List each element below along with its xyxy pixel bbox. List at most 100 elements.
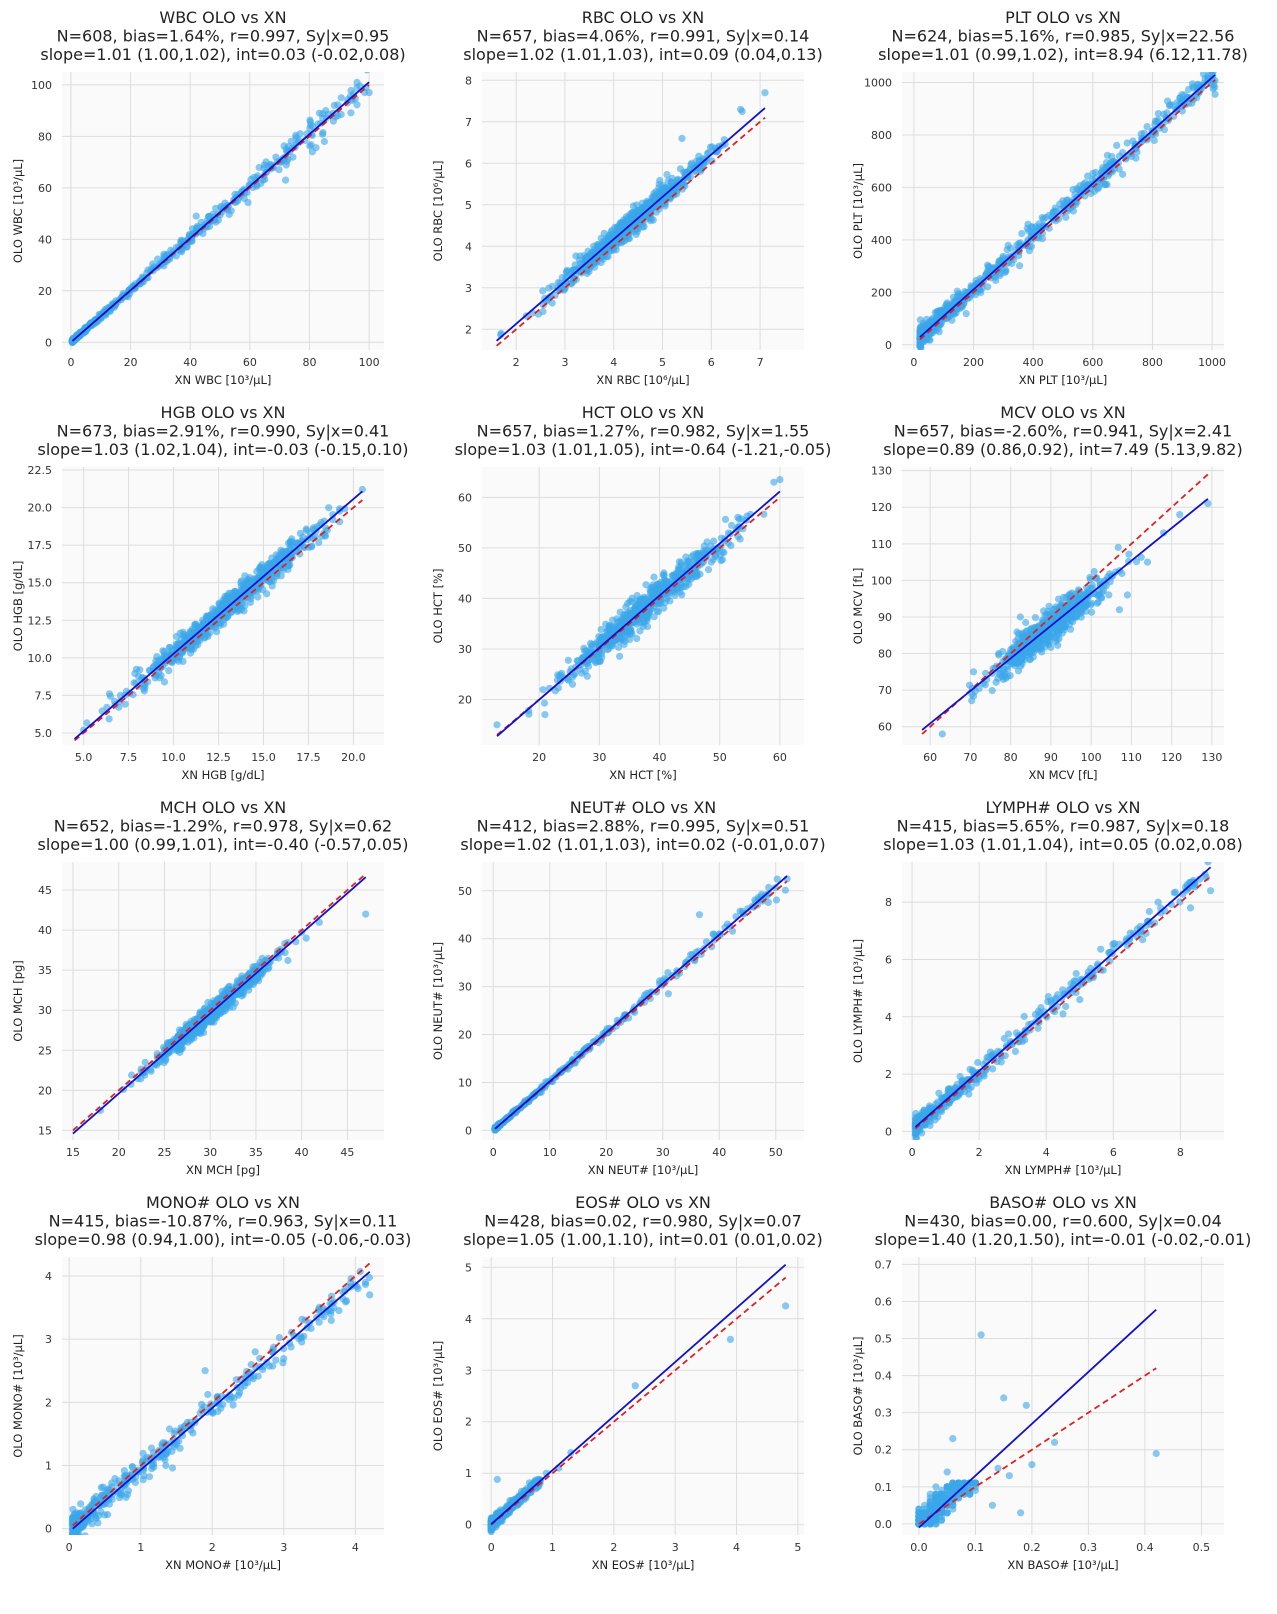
- data-point: [962, 310, 970, 318]
- data-point: [1176, 511, 1184, 519]
- x-axis-label: XN PLT [10³/μL]: [1019, 373, 1107, 387]
- y-tick-label: 20: [458, 694, 472, 707]
- y-tick-label: 100: [31, 79, 52, 92]
- data-point: [1119, 170, 1127, 178]
- data-point: [1204, 500, 1212, 508]
- data-point: [1014, 634, 1022, 642]
- y-tick-label: 7: [465, 116, 472, 129]
- data-point: [619, 614, 627, 622]
- data-point: [1168, 101, 1176, 109]
- data-point: [636, 627, 644, 635]
- regression-line: [496, 107, 766, 342]
- chart-title-line-3: slope=1.01 (0.99,1.02), int=8.94 (6.12,1…: [878, 45, 1248, 64]
- y-tick-label: 22.5: [28, 464, 53, 477]
- x-axis-label: XN WBC [10³/μL]: [175, 373, 272, 387]
- data-point: [642, 581, 650, 589]
- data-point: [353, 78, 361, 86]
- data-point: [106, 692, 115, 700]
- data-point: [539, 307, 547, 316]
- data-point: [170, 1043, 178, 1051]
- y-tick-label: 70: [878, 684, 892, 697]
- y-tick-label: 600: [871, 181, 892, 194]
- x-tick-label: 60: [923, 751, 937, 764]
- data-point: [254, 593, 262, 601]
- data-point: [1152, 130, 1160, 138]
- data-point: [105, 715, 113, 723]
- y-tick-label: 0: [885, 339, 892, 352]
- data-point: [683, 579, 691, 587]
- data-point: [629, 225, 637, 233]
- points-layer: [491, 875, 791, 1134]
- data-point: [995, 670, 1003, 678]
- x-tick-label: 60: [243, 356, 257, 369]
- data-point: [1160, 110, 1168, 118]
- scatter-panel-7: MCH OLO vs XNN=652, bias=-1.29%, r=0.978…: [11, 798, 409, 1177]
- data-point: [1164, 97, 1172, 105]
- data-point: [172, 632, 180, 641]
- y-tick-label: 25: [38, 1044, 52, 1057]
- data-point: [772, 896, 781, 904]
- y-tick-label: 17.5: [28, 539, 53, 552]
- data-point: [160, 1059, 168, 1067]
- data-point: [583, 256, 592, 264]
- data-point: [1016, 262, 1024, 270]
- y-tick-label: 20: [458, 1029, 472, 1042]
- x-tick-label: 70: [963, 751, 977, 764]
- data-point: [1178, 107, 1186, 115]
- data-point: [938, 730, 946, 738]
- y-tick-label: 5.0: [35, 727, 53, 740]
- data-point: [721, 537, 729, 545]
- data-point: [165, 667, 173, 675]
- data-point: [157, 672, 165, 680]
- data-point: [1035, 234, 1043, 242]
- data-point: [201, 1019, 209, 1027]
- data-point: [676, 165, 684, 173]
- data-point: [1069, 186, 1077, 194]
- data-point: [591, 640, 599, 648]
- x-axis-label: XN RBC [10⁶/μL]: [596, 373, 689, 387]
- y-tick-label: 40: [458, 592, 472, 605]
- y-axis-label: OLO HGB [g/dL]: [11, 561, 25, 652]
- data-point: [564, 656, 572, 664]
- data-point: [609, 639, 617, 647]
- data-point: [616, 608, 624, 616]
- data-point: [1114, 543, 1122, 551]
- y-tick-label: 45: [38, 884, 52, 897]
- data-point: [626, 609, 634, 617]
- data-point: [251, 978, 259, 986]
- identity-line: [74, 499, 363, 742]
- data-point: [1016, 613, 1024, 621]
- data-point: [1059, 593, 1068, 601]
- data-point: [229, 1003, 237, 1011]
- data-point: [83, 719, 91, 727]
- data-point: [364, 64, 371, 71]
- y-tick-label: 15: [38, 1124, 52, 1137]
- x-tick-label: 30: [203, 1146, 217, 1159]
- y-tick-label: 120: [871, 501, 892, 514]
- data-point: [321, 532, 330, 540]
- scatter-panel-1: WBC OLO vs XNN=608, bias=1.64%, r=0.997,…: [11, 8, 406, 387]
- data-point: [141, 1058, 149, 1066]
- data-point: [1080, 600, 1088, 608]
- data-point: [1093, 599, 1101, 607]
- data-point: [626, 635, 634, 643]
- x-axis-label: XN HCT [%]: [609, 768, 676, 782]
- data-point: [992, 678, 1000, 686]
- regression-line: [919, 74, 1216, 338]
- y-tick-label: 20: [38, 285, 52, 298]
- x-axis-label: XN MCV [fL]: [1028, 768, 1097, 782]
- x-tick-label: 1000: [1198, 356, 1226, 369]
- data-point: [140, 687, 148, 695]
- y-axis-label: OLO MCV [fL]: [851, 568, 865, 645]
- data-point: [984, 261, 992, 269]
- x-tick-label: 35: [249, 1146, 263, 1159]
- data-point: [1143, 123, 1151, 131]
- data-point: [1004, 672, 1012, 680]
- data-point: [136, 666, 144, 674]
- y-tick-label: 50: [458, 885, 472, 898]
- data-point: [204, 632, 212, 640]
- data-point: [653, 589, 661, 597]
- chart-title-line-1: HGB OLO vs XN: [161, 403, 286, 422]
- x-tick-label: 20.0: [341, 751, 366, 764]
